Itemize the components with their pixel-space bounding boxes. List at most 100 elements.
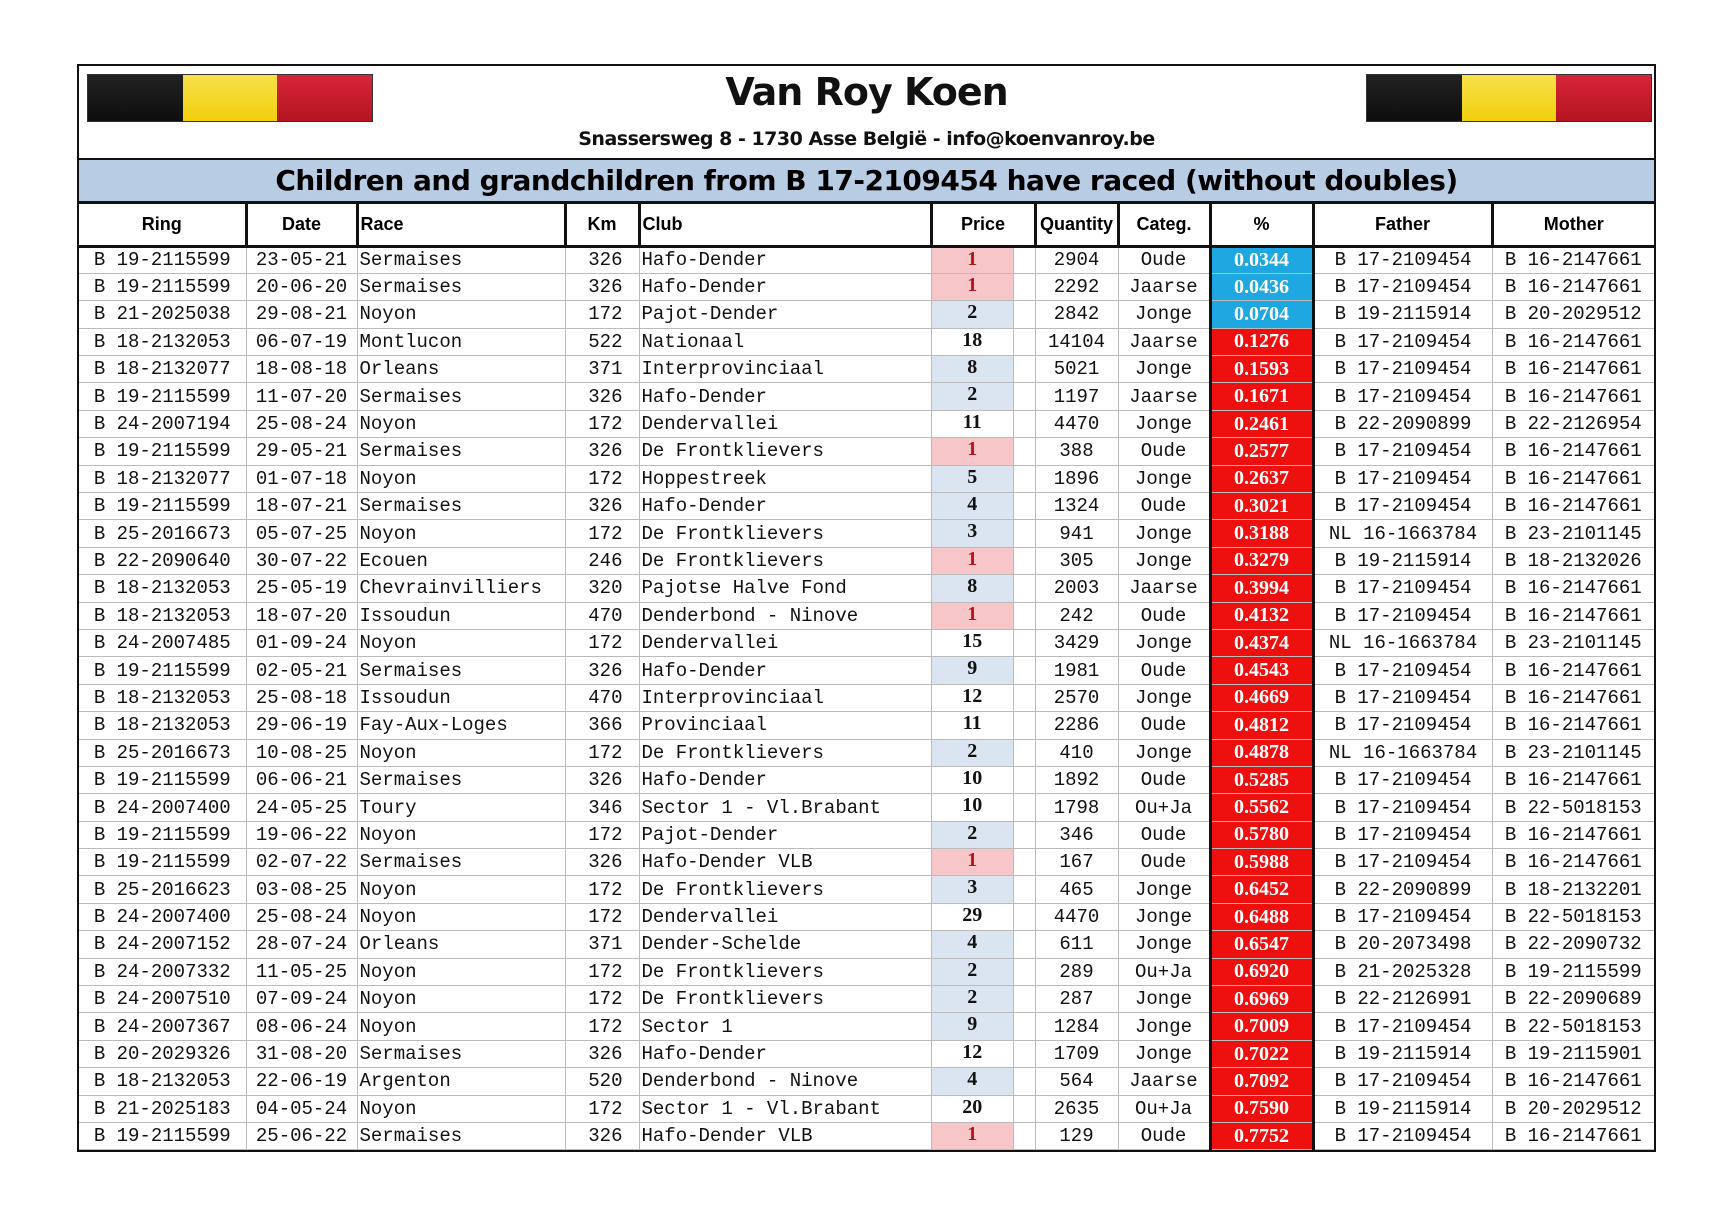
cell-quantity: 2904 bbox=[1034, 246, 1118, 274]
cell-mother: B 16-2147661 bbox=[1491, 574, 1654, 603]
cell-ring: B 19-2115599 bbox=[79, 437, 246, 466]
cell-categ: Jonge bbox=[1117, 410, 1210, 439]
cell-quantity: 1892 bbox=[1034, 766, 1118, 795]
cell-club: De Frontklievers bbox=[638, 547, 931, 576]
cell-price: 8 bbox=[930, 574, 1035, 603]
column-header-price: Price bbox=[929, 204, 1035, 248]
cell-club: Hafo-Dender VLB bbox=[638, 848, 931, 877]
column-header-date: Date bbox=[244, 204, 357, 248]
cell-date: 11-07-20 bbox=[245, 382, 357, 411]
column-header-club: Club bbox=[637, 204, 931, 248]
cell-km: 346 bbox=[564, 793, 639, 822]
price-value: 10 bbox=[932, 794, 1014, 821]
cell-ring: B 18-2132077 bbox=[79, 355, 246, 384]
cell-km: 172 bbox=[564, 410, 639, 439]
cell-categ: Ou+Ja bbox=[1117, 793, 1210, 822]
cell-quantity: 465 bbox=[1034, 875, 1118, 904]
cell-ring: B 19-2115599 bbox=[79, 492, 246, 521]
cell-quantity: 167 bbox=[1034, 848, 1118, 877]
cell-ring: B 18-2132053 bbox=[79, 574, 246, 603]
table-row: B 18-2132053 22-06-19 Argenton 520 Denderbon… bbox=[79, 1067, 1654, 1096]
cell-race: Noyon bbox=[356, 1012, 565, 1041]
cell-father: B 17-2109454 bbox=[1312, 465, 1492, 494]
cell-date: 31-08-20 bbox=[245, 1040, 357, 1069]
cell-race: Sermaises bbox=[356, 246, 565, 274]
cell-price: 18 bbox=[930, 328, 1035, 357]
table-row: B 24-2007485 01-09-24 Noyon 172 Dendervallei… bbox=[79, 629, 1654, 658]
cell-race: Noyon bbox=[356, 519, 565, 548]
cell-quantity: 2635 bbox=[1034, 1095, 1118, 1124]
table-row: B 20-2029326 31-08-20 Sermaises 326 Hafo-Den… bbox=[79, 1040, 1654, 1069]
price-value: 10 bbox=[932, 766, 1014, 794]
cell-father: B 19-2115914 bbox=[1312, 547, 1492, 576]
cell-quantity: 4470 bbox=[1034, 903, 1118, 932]
cell-club: Provinciaal bbox=[638, 711, 931, 740]
cell-categ: Oude bbox=[1117, 602, 1210, 630]
cell-categ: Jonge bbox=[1117, 519, 1210, 548]
cell-categ: Jaarse bbox=[1117, 328, 1210, 357]
cell-price: 4 bbox=[930, 1067, 1035, 1096]
cell-date: 11-05-25 bbox=[245, 958, 357, 987]
cell-km: 246 bbox=[564, 547, 639, 576]
cell-categ: Oude bbox=[1117, 437, 1210, 466]
cell-price: 12 bbox=[930, 684, 1035, 713]
cell-date: 01-09-24 bbox=[245, 629, 357, 658]
cell-quantity: 2842 bbox=[1034, 300, 1118, 329]
cell-price: 10 bbox=[930, 793, 1035, 822]
cell-mother: B 16-2147661 bbox=[1491, 656, 1654, 685]
cell-ring: B 18-2132053 bbox=[79, 328, 246, 357]
price-value: 4 bbox=[931, 493, 1014, 520]
cell-father: NL 16-1663784 bbox=[1312, 629, 1492, 658]
cell-quantity: 242 bbox=[1034, 602, 1118, 630]
cell-mother: B 23-2101145 bbox=[1491, 739, 1654, 767]
cell-quantity: 1324 bbox=[1034, 492, 1118, 521]
table-row: B 18-2132053 29-06-19 Fay-Aux-Loges 366 Prov… bbox=[79, 711, 1654, 740]
table-row: B 24-2007332 11-05-25 Noyon 172 De Frontklie… bbox=[79, 958, 1654, 987]
cell-price: 1 bbox=[930, 1122, 1035, 1151]
cell-club: Sector 1 - Vl.Brabant bbox=[638, 793, 931, 822]
cell-race: Montlucon bbox=[356, 328, 565, 357]
cell-date: 03-08-25 bbox=[245, 875, 357, 904]
cell-race: Argenton bbox=[356, 1067, 565, 1096]
cell-percent: 0.1593 bbox=[1208, 355, 1315, 384]
cell-km: 320 bbox=[564, 574, 639, 603]
cell-percent: 0.4374 bbox=[1208, 629, 1315, 658]
cell-mother: B 22-2090732 bbox=[1491, 930, 1654, 959]
cell-km: 366 bbox=[564, 711, 639, 740]
cell-race: Sermaises bbox=[356, 1040, 565, 1069]
cell-mother: B 20-2029512 bbox=[1491, 300, 1654, 329]
cell-race: Sermaises bbox=[356, 273, 565, 302]
cell-father: B 19-2115914 bbox=[1312, 300, 1492, 329]
cell-percent: 0.3188 bbox=[1208, 519, 1315, 548]
cell-mother: B 16-2147661 bbox=[1491, 1122, 1654, 1151]
table-row: B 19-2115599 20-06-20 Sermaises 326 Hafo-Den… bbox=[79, 273, 1654, 302]
table-row: B 24-2007367 08-06-24 Noyon 172 Sector 1 9 128… bbox=[79, 1012, 1654, 1041]
cell-categ: Oude bbox=[1117, 1122, 1210, 1151]
cell-date: 22-06-19 bbox=[245, 1067, 357, 1096]
cell-ring: B 24-2007332 bbox=[79, 958, 246, 987]
cell-mother: B 16-2147661 bbox=[1491, 602, 1654, 630]
cell-price: 2 bbox=[930, 382, 1035, 411]
cell-quantity: 564 bbox=[1034, 1067, 1118, 1096]
cell-mother: B 19-2115599 bbox=[1491, 958, 1654, 987]
cell-percent: 0.0344 bbox=[1208, 246, 1315, 274]
cell-price: 12 bbox=[930, 1040, 1035, 1069]
cell-father: B 17-2109454 bbox=[1312, 382, 1492, 411]
cell-mother: B 18-2132201 bbox=[1491, 875, 1654, 904]
cell-quantity: 1798 bbox=[1034, 793, 1118, 822]
cell-mother: B 16-2147661 bbox=[1491, 355, 1654, 384]
cell-ring: B 24-2007400 bbox=[79, 793, 246, 822]
price-value: 1 bbox=[931, 1123, 1014, 1150]
cell-quantity: 1981 bbox=[1034, 656, 1118, 685]
cell-ring: B 18-2132053 bbox=[79, 602, 246, 630]
table-row: B 19-2115599 02-05-21 Sermaises 326 Hafo-Den… bbox=[79, 656, 1654, 685]
cell-date: 25-06-22 bbox=[245, 1122, 357, 1151]
cell-date: 29-08-21 bbox=[245, 300, 357, 329]
cell-race: Orleans bbox=[356, 355, 565, 384]
cell-club: Hoppestreek bbox=[638, 465, 931, 494]
table-row: B 18-2132077 18-08-18 Orleans 371 Interprovi… bbox=[79, 355, 1654, 384]
cell-race: Orleans bbox=[356, 930, 565, 959]
cell-club: Hafo-Dender bbox=[638, 656, 931, 685]
cell-categ: Jonge bbox=[1117, 465, 1210, 494]
cell-km: 172 bbox=[564, 465, 639, 494]
